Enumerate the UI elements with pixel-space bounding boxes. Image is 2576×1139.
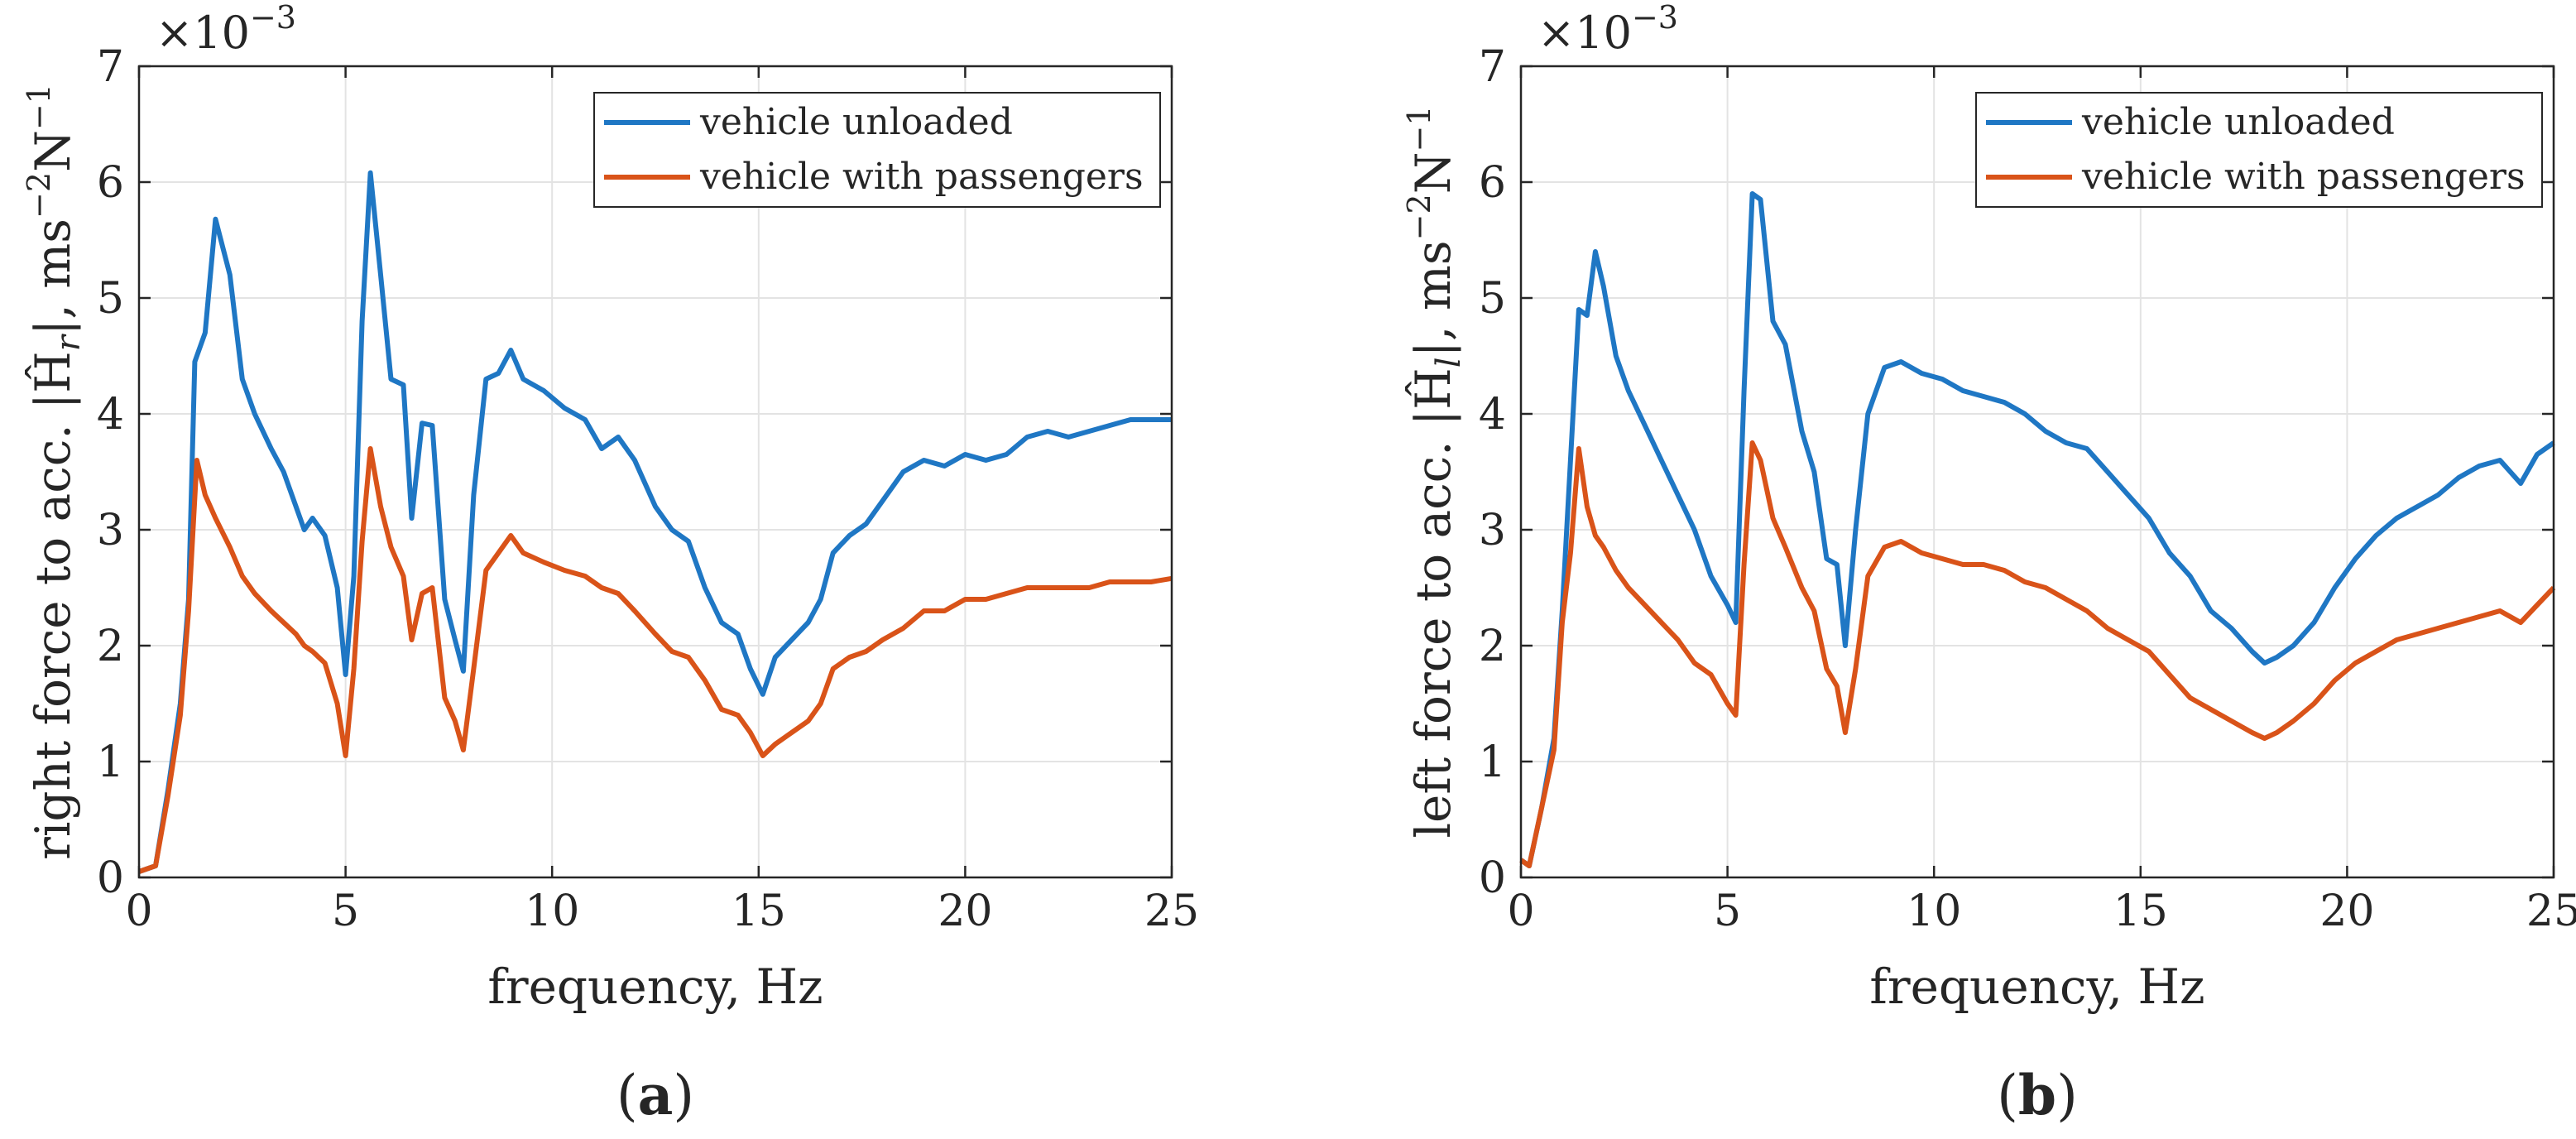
x-tick-label: 10 (525, 887, 579, 936)
y-tick-label: 1 (97, 738, 124, 787)
legend-entry-vehicle-with-passengers: vehicle with passengers (1986, 156, 2526, 198)
y-axis-label: left force to acc.|Ĥl|, ms−2N−1 (1401, 105, 1468, 838)
legend-label: vehicle unloaded (2081, 101, 2395, 143)
y-tick-label: 7 (1479, 42, 1506, 92)
y-tick-label: 0 (97, 853, 124, 903)
x-tick-label: 20 (938, 887, 992, 936)
x-axis-label: frequency, Hz (1869, 959, 2204, 1015)
legend: vehicle unloaded vehicle with passengers (1975, 92, 2543, 208)
y-tick-label: 2 (1479, 622, 1506, 671)
y-tick-label: 4 (1479, 390, 1506, 440)
series-line-vehicle-with-passengers (138, 446, 1173, 874)
series-lines (1519, 191, 2556, 868)
y-exponent-label: ×10−3 (156, 0, 296, 59)
legend-label: vehicle with passengers (699, 156, 1144, 198)
series-line-vehicle-with-passengers (1519, 440, 2556, 868)
x-tick-label: 10 (1907, 887, 1961, 936)
y-tick-label: 0 (1479, 853, 1506, 903)
legend: vehicle unloaded vehicle with passengers (593, 92, 1161, 208)
x-tick-label: 5 (332, 887, 359, 936)
y-tick-label: 3 (97, 506, 124, 555)
y-exponent-label: ×10−3 (1537, 0, 1678, 59)
x-tick-label: 25 (2526, 887, 2576, 936)
legend-box (1975, 92, 2543, 208)
y-tick-label: 6 (97, 158, 124, 208)
panel-label: (b) (1997, 1063, 2078, 1127)
legend-label: vehicle with passengers (2081, 156, 2526, 198)
plot-frame (137, 65, 1173, 879)
panel-label: (a) (616, 1063, 694, 1127)
series-line-vehicle-unloaded (138, 170, 1172, 874)
x-tick-label: 15 (2113, 887, 2168, 936)
x-tick-label: 20 (2319, 887, 2374, 936)
y-tick-label: 5 (1479, 274, 1506, 324)
x-tick-label: 5 (1714, 887, 1741, 936)
y-tick-label: 1 (1479, 738, 1506, 787)
y-tick-label: 4 (97, 390, 124, 440)
y-tick-label: 5 (97, 274, 124, 324)
y-tick-labels: 0 1 2 3 4 5 6 7 (97, 42, 124, 903)
legend-entry-vehicle-unloaded: vehicle unloaded (1986, 101, 2395, 143)
y-tick-label: 6 (1479, 158, 1506, 208)
x-tick-label: 0 (1507, 887, 1534, 936)
x-tick-label: 25 (1144, 887, 1199, 936)
y-tick-label: 7 (97, 42, 124, 92)
y-tick-label: 3 (1479, 506, 1506, 555)
chart-panel-a: 0 5 10 15 20 25 0 1 2 3 4 5 6 7 ×10−3 fr… (21, 0, 1199, 1127)
x-tick-label: 15 (732, 887, 786, 936)
tick-marks (137, 65, 1173, 879)
y-tick-labels: 0 1 2 3 4 5 6 7 (1479, 42, 1506, 903)
grid-lines (1521, 66, 2554, 877)
series-line-vehicle-unloaded (1519, 191, 2555, 868)
series-lines (138, 170, 1173, 874)
y-tick-label: 2 (97, 622, 124, 671)
x-axis-label: frequency, Hz (487, 959, 823, 1015)
plot-frame (1519, 65, 2555, 879)
x-tick-labels: 0 5 10 15 20 25 (1507, 887, 2576, 936)
x-tick-labels: 0 5 10 15 20 25 (125, 887, 1199, 936)
legend-box (593, 92, 1161, 208)
legend-entry-vehicle-unloaded: vehicle unloaded (604, 101, 1013, 143)
legend-label: vehicle unloaded (699, 101, 1013, 143)
legend-entry-vehicle-with-passengers: vehicle with passengers (604, 156, 1144, 198)
x-tick-label: 0 (125, 887, 152, 936)
y-axis-label: right force to acc.|Ĥr|, ms−2N−1 (21, 84, 88, 860)
tick-marks (1519, 65, 2555, 879)
chart-panel-b: 0 5 10 15 20 25 0 1 2 3 4 5 6 7 ×10−3 fr… (1401, 0, 2576, 1127)
